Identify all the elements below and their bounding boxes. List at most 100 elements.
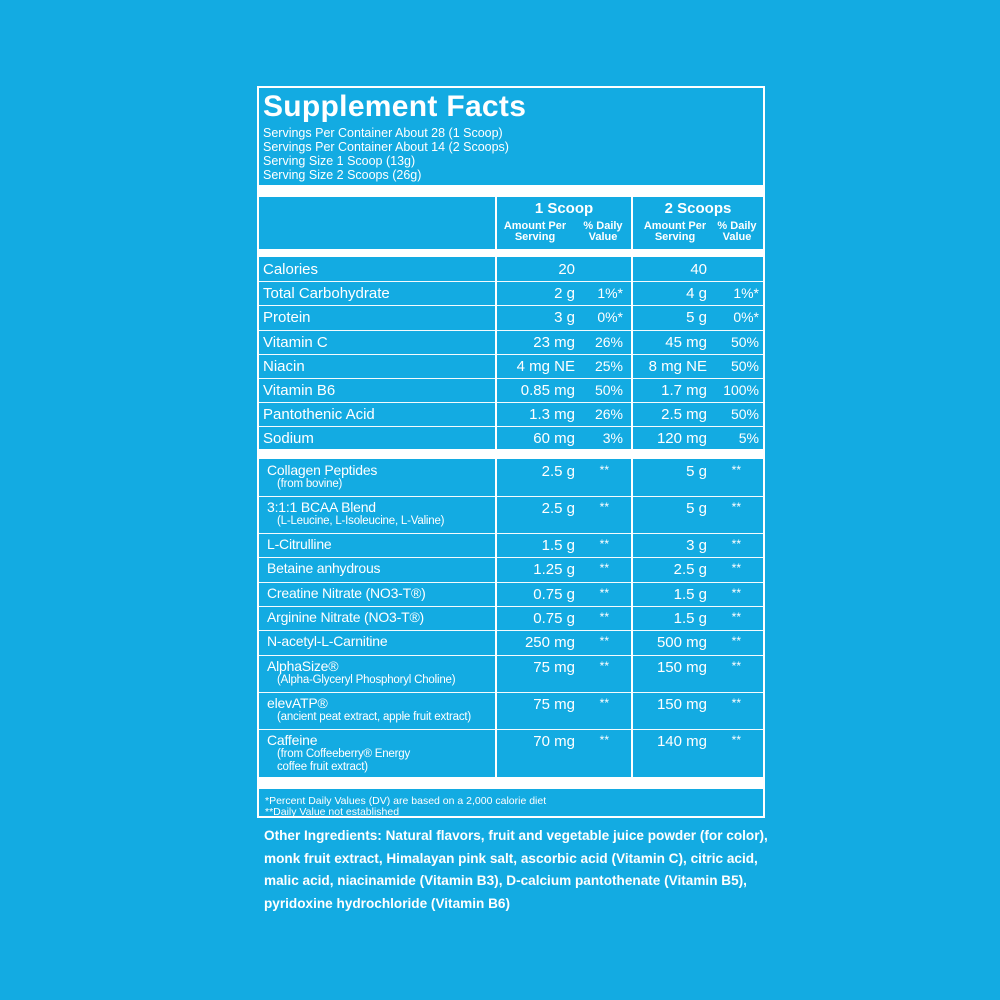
nutrient-row: Pantothenic Acid 1.3 mg 26% 2.5 mg 50% (259, 402, 763, 426)
nutrient-row: Calories 20 40 (259, 257, 763, 281)
daily-value-2-scoops: ** (731, 695, 741, 710)
amount-2-scoops: 120 mg (656, 430, 707, 448)
amount-1-scoop: 75 mg (533, 695, 575, 713)
row-divider (259, 495, 763, 497)
ingredient-row: L-Citrulline 1.5 g ** 3 g ** (259, 533, 763, 557)
daily-value-2-scoops: 0%* (733, 309, 759, 326)
amount-1-scoop: 70 mg (533, 732, 575, 750)
column-divider (631, 197, 633, 263)
footnote: **Daily Value not established (265, 806, 400, 818)
daily-value-2-scoops: 5% (738, 430, 759, 447)
amount-2-scoops: 3 g (686, 536, 707, 554)
nutrient-row: Sodium 60 mg 3% 120 mg 5% (259, 426, 763, 450)
amount-2-scoops: 1.7 mg (661, 382, 707, 399)
column-divider (495, 197, 497, 263)
row-divider (259, 426, 763, 428)
nutrient-name: Calories (263, 261, 319, 278)
daily-value-2-scoops: ** (731, 585, 741, 600)
column-header-2-scoops: 2 Scoops (664, 200, 732, 217)
ingredient-row: Collagen Peptides (from bovine) 2.5 g ** 5 g… (259, 459, 763, 496)
column-divider (495, 459, 497, 777)
ingredient-source: (from Coffeeberry® Energy (277, 747, 411, 760)
panel-title: Supplement Facts (263, 90, 527, 123)
daily-value-2-scoops: 50% (730, 357, 759, 374)
daily-value-1-scoop: ** (599, 695, 609, 710)
ingredient-row: AlphaSize® (Alpha-Glyceryl Phosphoryl Cho… (259, 655, 763, 692)
ingredient-row: Caffeine (from Coffeeberry® Energy coffee … (259, 729, 763, 778)
amount-2-scoops: 2.5 g (673, 561, 707, 579)
row-divider (259, 532, 763, 534)
row-divider (259, 606, 763, 607)
daily-value-1-scoop: 50% (594, 382, 623, 398)
daily-value-1-scoop: 0%* (597, 309, 623, 326)
serving-line: Serving Size 1 Scoop (13g) (263, 154, 416, 168)
column-header-1-scoop: 1 Scoop (534, 200, 594, 217)
nutrient-name: Total Carbohydrate (263, 285, 390, 303)
thick-divider (259, 185, 763, 197)
amount-2-scoops: 5 g (686, 463, 707, 480)
nutrient-row: Vitamin B6 0.85 mg 50% 1.7 mg 100% (259, 378, 763, 402)
daily-value-2-scoops: ** (731, 499, 741, 514)
ingredient-name: N-acetyl-L-Carnitine (267, 633, 388, 650)
amount-2-scoops: 150 mg (656, 695, 707, 713)
nutrient-row: Total Carbohydrate 2 g 1%* 4 g 1%* (259, 281, 763, 305)
ingredient-source: coffee fruit extract) (277, 760, 368, 773)
amount-1-scoop: 4 mg NE (516, 357, 575, 375)
thick-divider (259, 249, 763, 257)
daily-value-2-scoops: ** (731, 732, 741, 747)
amount-2-scoops: 40 (690, 261, 707, 278)
ingredient-name: L-Citrulline (267, 535, 332, 552)
daily-value-1-scoop: 26% (594, 333, 623, 350)
amount-1-scoop: 250 mg (524, 634, 575, 652)
ingredient-name: Betaine anhydrous (267, 560, 381, 577)
ingredient-source: (Alpha-Glyceryl Phosphoryl Choline) (277, 673, 456, 686)
row-divider (259, 691, 763, 693)
nutrient-name: Vitamin C (263, 333, 328, 351)
amount-1-scoop: 2.5 g (541, 463, 575, 480)
nutrient-row: Niacin 4 mg NE 25% 8 mg NE 50% (259, 354, 763, 378)
ingredient-name: Collagen Peptides (267, 462, 378, 478)
daily-value-label: % Daily Value (717, 220, 757, 243)
row-divider (259, 581, 763, 583)
row-divider (259, 630, 763, 632)
daily-value-1-scoop: ** (599, 499, 609, 514)
ingredient-row: Creatine Nitrate (NO3-T®) 0.75 g ** 1.5 g ** (259, 582, 763, 606)
column-divider (495, 257, 497, 449)
amount-2-scoops: 1.5 g (673, 610, 707, 627)
daily-value-2-scoops: 50% (730, 406, 759, 423)
ingredient-row: N-acetyl-L-Carnitine 250 mg ** 500 mg ** (259, 630, 763, 654)
daily-value-2-scoops: ** (731, 610, 741, 624)
row-divider (259, 402, 763, 404)
daily-value-1-scoop: ** (599, 536, 609, 551)
row-divider (259, 378, 763, 379)
ingredient-source: (ancient peat extract, apple fruit extra… (277, 710, 472, 723)
daily-value-2-scoops: 100% (723, 382, 759, 398)
daily-value-2-scoops: ** (731, 658, 741, 673)
nutrient-name: Vitamin B6 (263, 382, 336, 399)
ingredient-source: (from bovine) (277, 478, 343, 490)
thick-divider (259, 449, 763, 459)
ingredient-name: Caffeine (267, 731, 318, 748)
serving-info: Servings Per Container About 28 (1 Scoop… (263, 126, 509, 182)
footnote: *Percent Daily Values (DV) are based on … (265, 795, 547, 807)
daily-value-2-scoops: 50% (730, 333, 759, 350)
daily-value-1-scoop: ** (599, 634, 609, 649)
nutrient-name: Sodium (263, 430, 314, 448)
daily-value-2-scoops: ** (731, 463, 741, 477)
amount-1-scoop: 20 (558, 261, 575, 278)
serving-line: Serving Size 2 Scoops (26g) (263, 168, 422, 182)
amount-1-scoop: 0.75 g (533, 585, 575, 603)
amount-1-scoop: 2 g (554, 285, 575, 303)
amount-2-scoops: 1.5 g (673, 585, 707, 603)
ingredient-name: Arginine Nitrate (NO3-T®) (267, 609, 425, 625)
row-divider (259, 654, 763, 656)
daily-value-1-scoop: 1%* (597, 285, 623, 302)
ingredient-row: elevATP® (ancient peat extract, apple fru… (259, 692, 763, 729)
ingredient-row: Arginine Nitrate (NO3-T®) 0.75 g ** 1.5 g ** (259, 606, 763, 630)
amount-1-scoop: 2.5 g (541, 499, 575, 517)
amount-per-serving-label: Amount Per Serving (503, 220, 567, 243)
ingredient-row: Betaine anhydrous 1.25 g ** 2.5 g ** (259, 557, 763, 581)
amount-1-scoop: 75 mg (533, 658, 575, 676)
daily-value-2-scoops: 1%* (733, 285, 759, 302)
serving-line: Servings Per Container About 28 (1 Scoop… (263, 126, 503, 140)
